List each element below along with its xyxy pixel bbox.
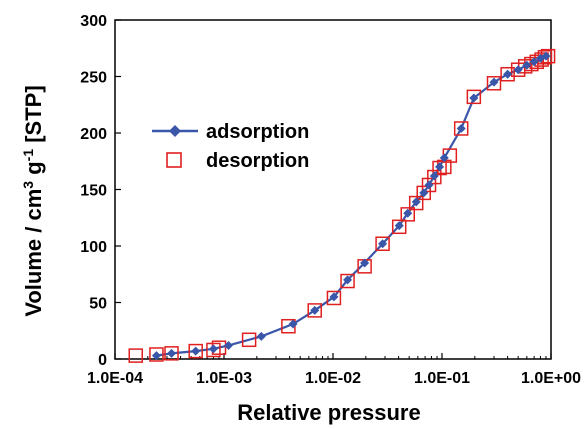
y-axis-title: Volume / cm3 g-1 [STP] — [20, 85, 46, 316]
adsorption-point — [541, 51, 551, 61]
desorption-point — [408, 195, 424, 211]
desorption-point — [375, 236, 390, 251]
y-axis-title-part-b: g — [21, 161, 46, 181]
adsorption-point — [191, 346, 201, 356]
legend-adsorption-marker — [169, 125, 181, 137]
adsorption-point — [360, 258, 370, 268]
adsorption-point — [424, 180, 434, 190]
desorption-point — [149, 347, 164, 362]
adsorption-point — [343, 275, 353, 285]
legend-desorption-label: desorption — [206, 150, 309, 172]
desorption-point — [432, 160, 447, 176]
x-axis-ticks: 1.0E-04 1.0E-03 1.0E-02 1.0E-01 1.0E+00 — [87, 353, 581, 387]
adsorption-point — [288, 319, 298, 329]
desorption-point — [427, 169, 442, 185]
adsorption-point — [522, 60, 532, 70]
desorption-point — [466, 89, 482, 105]
desorption-point — [486, 76, 502, 91]
adsorption-point — [529, 57, 539, 67]
x-tick-label: 1.0E-01 — [414, 370, 470, 387]
y-axis-ticks: 0 50 100 150 200 250 300 — [80, 13, 121, 369]
y-tick-label: 200 — [80, 126, 107, 143]
y-axis-title-sup-3: 3 — [20, 181, 36, 189]
adsorption-point — [469, 93, 479, 103]
adsorption-point — [429, 171, 439, 181]
desorption-point — [206, 342, 221, 358]
adsorption-point — [256, 331, 266, 341]
desorption-point — [416, 185, 431, 201]
adsorption-point — [513, 65, 523, 75]
desorption-point — [326, 290, 342, 306]
x-tick-label: 1.0E-03 — [196, 370, 252, 387]
adsorption-line — [156, 55, 547, 357]
y-tick-label: 300 — [80, 13, 107, 30]
y-axis-title-part-a: Volume / cm — [21, 189, 46, 317]
desorption-point — [400, 207, 415, 222]
axes — [114, 19, 552, 360]
plot-frame — [114, 19, 552, 360]
desorption-point — [340, 273, 355, 289]
desorption-point — [453, 121, 469, 136]
adsorption-point — [439, 153, 449, 163]
y-axis-title-part-c: [STP] — [21, 85, 46, 149]
adsorption-point — [224, 340, 234, 350]
desorption-point — [241, 332, 257, 348]
desorption-point — [391, 219, 407, 235]
x-axis-title: Relative pressure — [237, 400, 420, 425]
adsorption-point — [208, 344, 218, 354]
adsorption-point — [419, 188, 429, 198]
desorption-point — [164, 346, 179, 361]
desorption-point — [128, 348, 143, 363]
y-axis-title-sup-minus1: -1 — [20, 149, 36, 162]
adsorption-point — [394, 221, 404, 231]
desorption-point — [500, 66, 515, 82]
adsorption-point — [403, 208, 413, 218]
adsorption-point — [310, 305, 320, 315]
y-tick-label: 150 — [80, 183, 107, 200]
x-tick-label: 1.0E-04 — [87, 370, 143, 387]
legend: adsorption desorption — [152, 121, 309, 172]
adsorption-point — [411, 197, 421, 207]
adsorption-point — [329, 292, 339, 302]
desorption-point — [188, 343, 203, 359]
adsorption-point — [489, 77, 499, 87]
desorption-point — [421, 177, 437, 193]
adsorption-point — [378, 239, 388, 249]
y-tick-label: 0 — [98, 352, 107, 369]
legend-desorption-marker — [166, 152, 182, 168]
adsorption-point — [435, 162, 445, 172]
legend-adsorption-label: adsorption — [206, 121, 309, 143]
y-tick-label: 50 — [89, 296, 107, 313]
y-tick-label: 250 — [80, 70, 107, 87]
x-tick-label: 1.0E-02 — [305, 370, 361, 387]
adsorption-point — [151, 351, 161, 361]
x-tick-label: 1.0E+00 — [521, 370, 581, 387]
y-tick-label: 100 — [80, 239, 107, 256]
adsorption-point — [167, 348, 177, 358]
desorption-point — [307, 303, 322, 318]
adsorption-point — [503, 69, 513, 79]
series-layer — [128, 48, 556, 363]
adsorption-point — [456, 123, 466, 133]
